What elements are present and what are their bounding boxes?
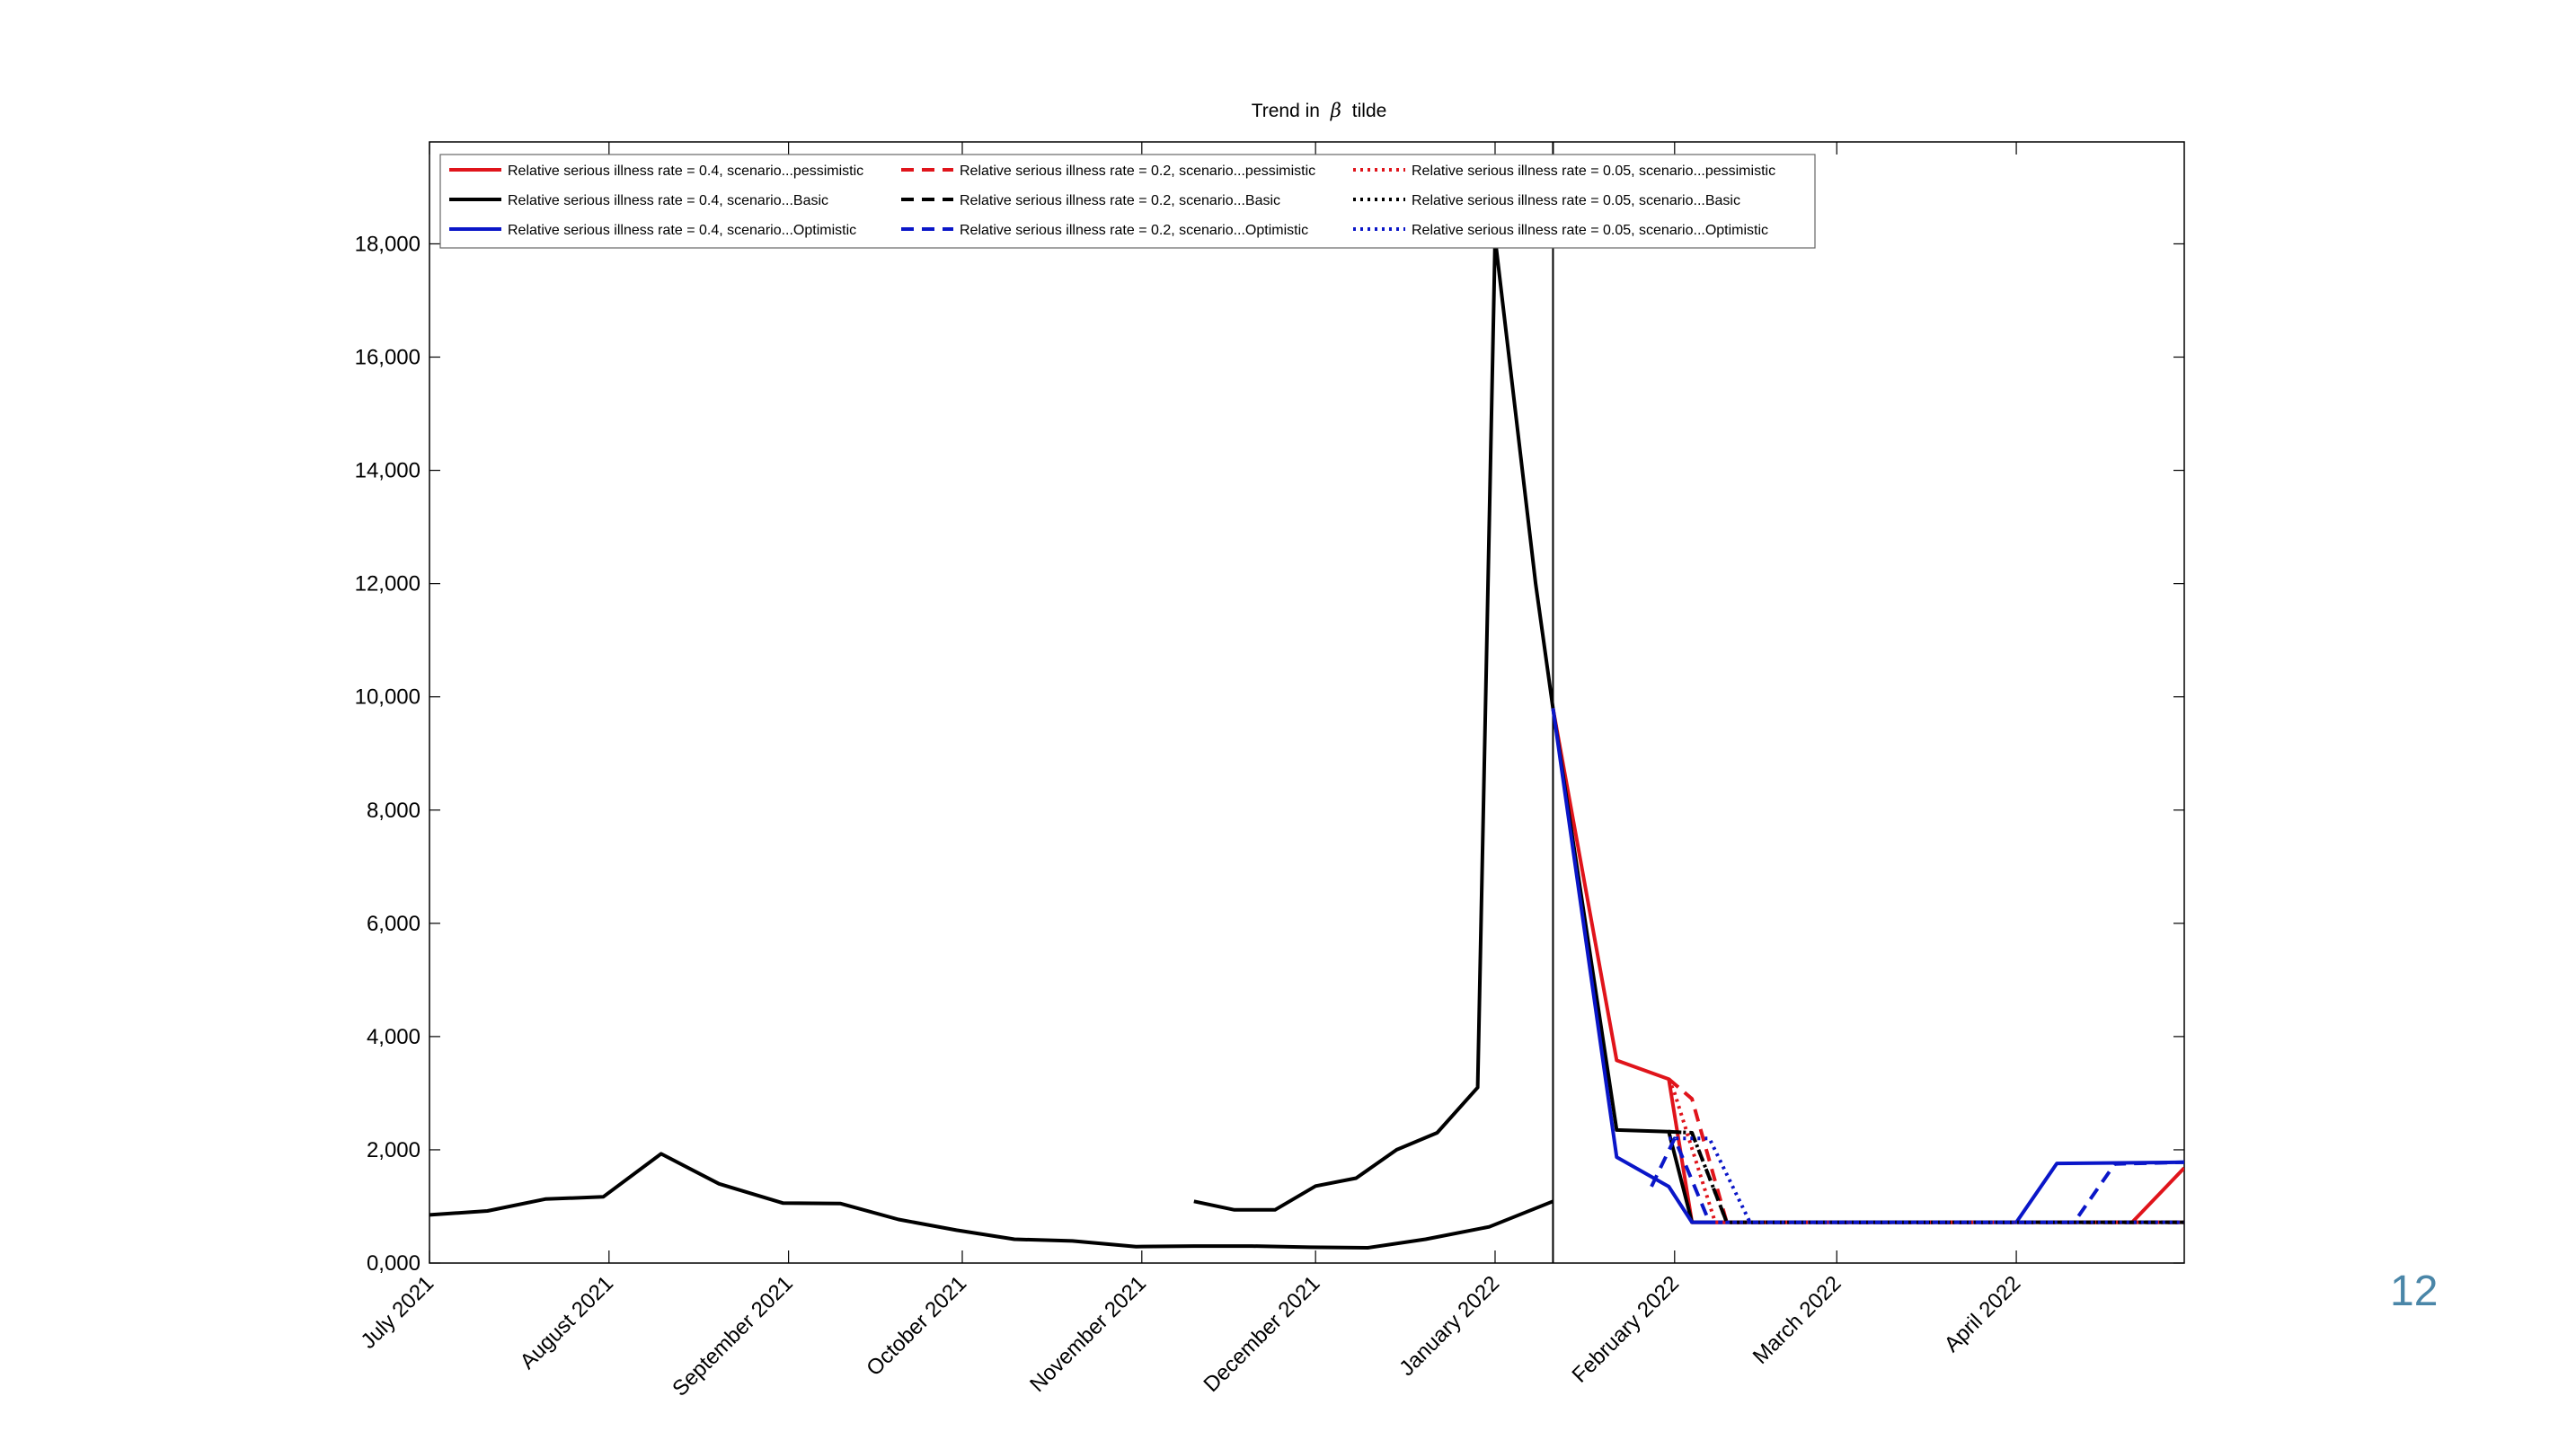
legend-box bbox=[439, 154, 1816, 249]
y-tick-label: 16,000 bbox=[355, 346, 420, 370]
legend-entry-label: Relative serious illness rate = 0.2, sce… bbox=[960, 223, 1308, 238]
legend-entry-label: Relative serious illness rate = 0.4, sce… bbox=[508, 193, 828, 208]
legend-entry-label: Relative serious illness rate = 0.05, sc… bbox=[1412, 193, 1740, 208]
series-line-7 bbox=[1650, 1136, 2184, 1224]
series-line-10 bbox=[1669, 1136, 2184, 1224]
x-tick-label: August 2021 bbox=[516, 1271, 618, 1374]
x-tick-label: March 2022 bbox=[1748, 1271, 1846, 1369]
legend-entry-label: Relative serious illness rate = 0.05, sc… bbox=[1412, 163, 1775, 179]
x-tick-label: July 2021 bbox=[356, 1271, 438, 1354]
legend: Relative serious illness rate = 0.4, sce… bbox=[439, 154, 1816, 249]
series-line-5 bbox=[1668, 1077, 2184, 1224]
x-tick-label: September 2021 bbox=[668, 1271, 798, 1401]
y-tick-label: 12,000 bbox=[355, 572, 420, 596]
y-tick-label: 0,000 bbox=[367, 1251, 420, 1276]
y-tick-label: 18,000 bbox=[355, 232, 420, 256]
x-tick-label: December 2021 bbox=[1199, 1271, 1325, 1397]
x-tick-label: January 2022 bbox=[1394, 1271, 1504, 1381]
legend-entry-label: Relative serious illness rate = 0.2, sce… bbox=[960, 163, 1315, 179]
y-tick-label: 14,000 bbox=[355, 459, 420, 483]
legend-entry-label: Relative serious illness rate = 0.4, sce… bbox=[508, 163, 863, 179]
legend-entry-label: Relative serious illness rate = 0.05, sc… bbox=[1412, 223, 1768, 238]
x-tick-label: April 2022 bbox=[1940, 1271, 2026, 1357]
y-tick-label: 2,000 bbox=[367, 1138, 420, 1162]
chart-title: Trend in β tilde bbox=[1252, 100, 1387, 121]
y-tick-label: 4,000 bbox=[367, 1025, 420, 1049]
series-line-4 bbox=[1551, 708, 2184, 1224]
beta-symbol: β bbox=[1330, 100, 1341, 121]
legend-entry-label: Relative serious illness rate = 0.4, sce… bbox=[508, 223, 856, 238]
slide-number: 12 bbox=[2390, 1268, 2439, 1315]
series-line-8 bbox=[1667, 1078, 2184, 1224]
x-tick-label: October 2021 bbox=[862, 1271, 971, 1381]
legend-entry-label: Relative serious illness rate = 0.2, sce… bbox=[960, 193, 1280, 208]
series-line-6 bbox=[1669, 1129, 2184, 1224]
x-tick-label: November 2021 bbox=[1025, 1271, 1151, 1397]
y-tick-label: 10,000 bbox=[355, 685, 420, 710]
x-tick-label: February 2022 bbox=[1568, 1271, 1684, 1387]
y-tick-label: 8,000 bbox=[367, 799, 420, 823]
y-tick-label: 6,000 bbox=[367, 912, 420, 936]
series-line-0 bbox=[429, 1152, 1554, 1250]
series-line-1 bbox=[1193, 236, 1555, 1212]
series-lines bbox=[429, 236, 2184, 1250]
plot-area bbox=[429, 141, 2185, 1264]
